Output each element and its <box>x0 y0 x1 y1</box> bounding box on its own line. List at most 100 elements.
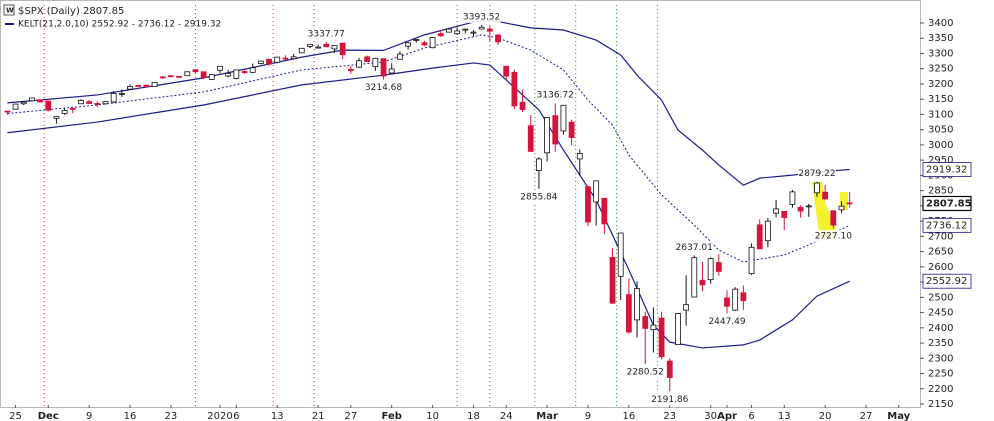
annotation-box <box>519 190 558 203</box>
candle-body <box>241 71 248 74</box>
x-tick-label: 24 <box>500 411 513 421</box>
candle-body <box>805 205 812 208</box>
plot-layer: 2150220022502300235024002450250025502600… <box>4 5 972 421</box>
annotation-box <box>814 230 853 243</box>
x-tick-label: 27 <box>860 411 873 421</box>
annotation: 3214.68 <box>365 83 402 93</box>
candle-body <box>102 101 109 105</box>
candle-body <box>756 224 763 250</box>
last-value-box <box>922 195 972 212</box>
candle-body <box>347 68 354 71</box>
candle-body <box>486 28 493 32</box>
candle-body <box>176 75 182 78</box>
candle-body <box>28 97 35 102</box>
annotation: 3337.77 <box>308 29 345 39</box>
candle-body <box>683 304 690 311</box>
candle-body <box>675 313 681 345</box>
candle-body <box>429 37 436 49</box>
y-tick-label: 2500 <box>928 292 953 303</box>
candle-body <box>552 115 559 145</box>
x-tick-label: Feb <box>382 411 402 421</box>
candle-body <box>168 75 174 78</box>
highlight <box>840 192 848 210</box>
candle-body <box>838 205 845 211</box>
y-tick-label: 3050 <box>928 125 953 136</box>
y-tick-label: 3000 <box>928 140 953 151</box>
candle-body <box>323 43 330 48</box>
candle-body <box>724 297 730 307</box>
y-tick-label: 3250 <box>928 64 953 75</box>
x-tick-label: 6 <box>233 411 239 421</box>
candle-body <box>12 103 19 110</box>
candle-body <box>568 121 575 139</box>
x-tick-label: 10 <box>426 411 439 421</box>
candle-body <box>478 26 485 30</box>
candle-body <box>307 43 313 47</box>
candle-body <box>37 99 43 103</box>
candle-body <box>282 57 289 60</box>
candle-body <box>585 186 591 223</box>
candle-body <box>715 262 722 272</box>
x-tick-label: 9 <box>585 411 591 421</box>
candle-body <box>192 69 199 73</box>
candle-body <box>544 117 550 154</box>
candle-body <box>691 257 698 298</box>
annotation: 2855.84 <box>520 192 557 202</box>
candle-body <box>69 107 76 110</box>
candle-body <box>634 288 640 321</box>
x-tick-label: 30 <box>704 411 717 421</box>
band-line <box>7 34 850 263</box>
x-tick-label: Apr <box>717 411 737 421</box>
annotation-box <box>536 89 575 102</box>
candle-body <box>846 202 853 205</box>
candle-body <box>773 208 779 214</box>
candle-body <box>249 67 256 73</box>
candle-body <box>527 125 534 152</box>
x-tick-label: 27 <box>344 411 357 421</box>
candle-body <box>454 30 461 35</box>
y-tick-label: 2650 <box>928 247 953 258</box>
candle-body <box>159 76 166 79</box>
x-tick-label: 20 <box>819 411 832 421</box>
candle-body <box>642 316 649 329</box>
candle-body <box>380 58 387 77</box>
chart-title: $SPX (Daily) 2807.85 <box>18 6 124 17</box>
last-value-box <box>922 273 972 289</box>
candle-body <box>331 45 338 50</box>
x-tick-label: Mar <box>536 411 558 421</box>
x-tick-label: 6 <box>748 411 754 421</box>
legend: W $SPX (Daily) 2807.85 KELT(21,2.0,10) 2… <box>3 4 221 30</box>
candle-body <box>495 34 501 43</box>
candle-body <box>576 153 583 160</box>
y-tick-label: 2950 <box>928 155 953 166</box>
candle-body <box>4 110 11 113</box>
candle-body <box>396 53 403 60</box>
last-value-label: 2736.12 <box>926 220 967 231</box>
candle-body <box>274 56 281 63</box>
candle-body <box>503 65 510 77</box>
annotation: 2191.86 <box>651 395 688 405</box>
y-tick-label: 2700 <box>928 231 953 242</box>
candle-body <box>86 101 93 104</box>
candle-body <box>789 191 796 205</box>
annotation-box <box>797 167 836 180</box>
last-value-box <box>922 217 972 233</box>
annotation: 2637.01 <box>676 243 713 253</box>
candle-body <box>233 69 240 79</box>
candle-body <box>405 42 411 47</box>
annotation-box <box>708 315 747 328</box>
candle-body <box>462 28 469 31</box>
candle-body <box>364 56 371 63</box>
candle-body <box>53 116 60 119</box>
y-tick-label: 2400 <box>928 323 953 334</box>
candle-body <box>437 33 444 37</box>
candle-body <box>290 56 297 60</box>
candle-body <box>118 93 125 95</box>
annotation: 2879.22 <box>798 169 835 179</box>
candle-body <box>225 72 232 77</box>
y-tick-label: 2350 <box>928 338 953 349</box>
y-tick-label: 3300 <box>928 48 953 59</box>
x-tick-label: 13 <box>271 411 284 421</box>
candle-body <box>609 257 616 304</box>
candle-body <box>61 110 68 114</box>
